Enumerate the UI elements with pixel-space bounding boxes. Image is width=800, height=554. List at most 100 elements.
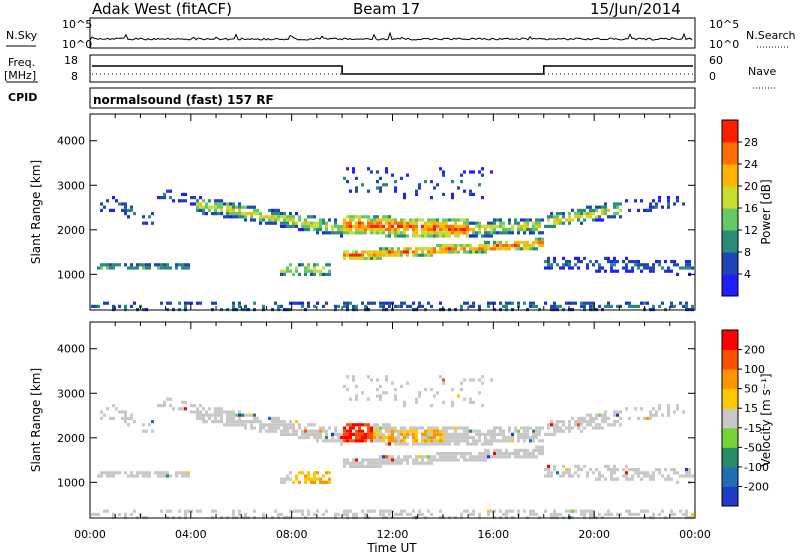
power-cell bbox=[484, 240, 487, 244]
velocity-cell bbox=[598, 477, 601, 481]
velocity-cell bbox=[481, 432, 484, 436]
power-cell bbox=[100, 263, 103, 267]
power-cell bbox=[430, 231, 433, 235]
velocity-cell bbox=[517, 436, 520, 440]
power-cell bbox=[610, 266, 613, 270]
velocity-cell bbox=[295, 509, 298, 513]
power-cell bbox=[280, 212, 283, 216]
velocity-cell bbox=[349, 397, 352, 401]
velocity-cell bbox=[607, 416, 610, 420]
velocity-cell bbox=[214, 420, 217, 424]
velocity-cell bbox=[274, 423, 277, 427]
power-cell bbox=[376, 170, 379, 174]
power-cell bbox=[130, 266, 133, 270]
freq-tick-top: 18 bbox=[64, 54, 78, 67]
power-cell bbox=[343, 176, 346, 180]
velocity-cell bbox=[601, 420, 604, 424]
power-cell bbox=[310, 269, 313, 273]
power-cell bbox=[523, 301, 526, 305]
velocity-cell bbox=[478, 455, 481, 459]
power-cell bbox=[442, 234, 445, 238]
power-cell bbox=[361, 183, 364, 187]
power-cell bbox=[256, 212, 259, 216]
power-cell bbox=[370, 221, 373, 225]
power-cell bbox=[307, 224, 310, 228]
power-cell bbox=[577, 215, 580, 219]
power-cell bbox=[202, 205, 205, 209]
velocity-cell bbox=[598, 471, 601, 475]
power-cell bbox=[478, 247, 481, 251]
velocity-cell bbox=[439, 439, 442, 443]
power-cell bbox=[196, 202, 199, 206]
velocity-cell bbox=[433, 426, 436, 430]
power-cell bbox=[607, 304, 610, 308]
velocity-cell bbox=[553, 464, 556, 468]
power-cell bbox=[271, 208, 274, 212]
velocity-cell bbox=[397, 436, 400, 440]
velocity-cell bbox=[157, 471, 160, 475]
velocity-cell bbox=[313, 474, 316, 478]
power-cell bbox=[325, 263, 328, 267]
power-cell bbox=[427, 228, 430, 232]
power-cell bbox=[307, 301, 310, 305]
velocity-cell bbox=[271, 426, 274, 430]
power-cell bbox=[295, 266, 298, 270]
power-cell bbox=[346, 167, 349, 171]
power-cell bbox=[658, 304, 661, 308]
power-cell bbox=[385, 234, 388, 238]
power-cell bbox=[394, 250, 397, 254]
power-cell bbox=[352, 215, 355, 219]
power-cell bbox=[400, 253, 403, 257]
velocity-cell bbox=[349, 436, 352, 440]
power-cell bbox=[520, 218, 523, 222]
velocity-cell bbox=[352, 423, 355, 427]
power-cell bbox=[145, 266, 148, 270]
velocity-cell bbox=[550, 512, 553, 516]
velocity-cell bbox=[301, 471, 304, 475]
power-cell bbox=[538, 221, 541, 225]
power-cell bbox=[376, 215, 379, 219]
power-cell bbox=[283, 272, 286, 276]
velocity-cell bbox=[286, 429, 289, 433]
velocity-cell bbox=[586, 474, 589, 478]
velocity-cell bbox=[301, 429, 304, 433]
power-cell bbox=[469, 221, 472, 225]
velocity-cell bbox=[448, 442, 451, 446]
velocity-cell bbox=[232, 410, 235, 414]
velocity-cell bbox=[394, 458, 397, 462]
power-cell bbox=[598, 205, 601, 209]
velocity-cell bbox=[646, 509, 649, 513]
velocity-cell bbox=[655, 413, 658, 417]
power-cell bbox=[259, 218, 262, 222]
velocity-cell bbox=[199, 416, 202, 420]
velocity-cell bbox=[358, 429, 361, 433]
velocity-cell bbox=[346, 436, 349, 440]
power-cell bbox=[490, 301, 493, 305]
power-cell bbox=[232, 202, 235, 206]
power-cell bbox=[298, 218, 301, 222]
velocity-cell bbox=[574, 423, 577, 427]
power-cell bbox=[313, 266, 316, 270]
power-cell bbox=[325, 301, 328, 305]
velocity-cell bbox=[616, 477, 619, 481]
power-cell bbox=[475, 231, 478, 235]
velocity-cell bbox=[577, 464, 580, 468]
power-cell bbox=[535, 221, 538, 225]
power-cell bbox=[424, 234, 427, 238]
power-cell bbox=[280, 221, 283, 225]
power-cell bbox=[250, 218, 253, 222]
velocity-cell bbox=[466, 432, 469, 436]
power-cell bbox=[190, 301, 193, 305]
velocity-cell bbox=[457, 452, 460, 456]
power-cell bbox=[508, 228, 511, 232]
velocity-cell bbox=[244, 426, 247, 430]
power-cell bbox=[535, 228, 538, 232]
power-cell bbox=[511, 224, 514, 228]
power-cell bbox=[430, 253, 433, 257]
velocity-cell bbox=[442, 429, 445, 433]
velocity-cell bbox=[430, 458, 433, 462]
power-cell bbox=[388, 224, 391, 228]
power-cell bbox=[541, 244, 544, 248]
velocity-cell bbox=[613, 471, 616, 475]
velocity-cell bbox=[331, 432, 334, 436]
